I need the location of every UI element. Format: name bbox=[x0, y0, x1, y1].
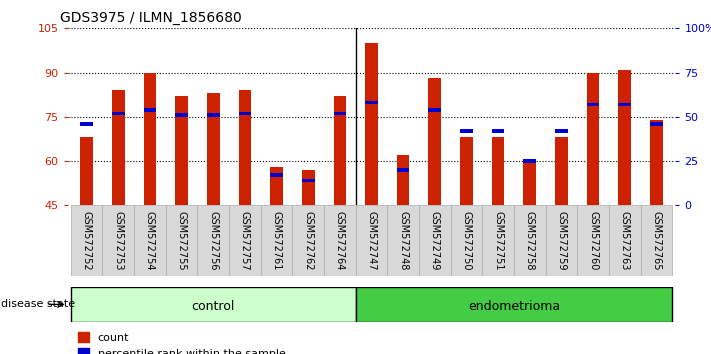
Bar bbox=[650, 120, 663, 205]
Text: GSM572751: GSM572751 bbox=[493, 211, 503, 270]
Bar bbox=[144, 108, 156, 112]
Bar bbox=[419, 205, 451, 276]
Bar bbox=[207, 113, 220, 117]
Bar bbox=[397, 168, 410, 172]
Bar bbox=[112, 90, 124, 205]
Bar bbox=[134, 205, 166, 276]
Bar bbox=[451, 205, 482, 276]
Bar bbox=[482, 205, 514, 276]
Bar bbox=[365, 43, 378, 205]
Bar bbox=[429, 79, 441, 205]
Text: GSM572763: GSM572763 bbox=[620, 211, 630, 270]
Bar bbox=[207, 93, 220, 205]
Bar bbox=[429, 108, 441, 112]
Bar bbox=[324, 205, 356, 276]
Bar bbox=[302, 179, 314, 182]
Bar bbox=[545, 205, 577, 276]
Text: GSM572755: GSM572755 bbox=[176, 211, 186, 270]
Text: GDS3975 / ILMN_1856680: GDS3975 / ILMN_1856680 bbox=[60, 11, 242, 25]
Bar bbox=[619, 70, 631, 205]
Bar bbox=[270, 167, 283, 205]
Text: GSM572757: GSM572757 bbox=[240, 211, 250, 270]
Bar bbox=[587, 73, 599, 205]
Bar bbox=[144, 73, 156, 205]
Bar bbox=[356, 287, 673, 322]
Bar bbox=[292, 205, 324, 276]
Bar bbox=[70, 287, 356, 322]
Bar bbox=[112, 112, 124, 115]
Text: GSM572749: GSM572749 bbox=[430, 211, 440, 270]
Bar bbox=[577, 205, 609, 276]
Bar bbox=[555, 129, 568, 133]
Bar bbox=[587, 103, 599, 106]
Text: GSM572747: GSM572747 bbox=[366, 211, 377, 270]
Text: GSM572756: GSM572756 bbox=[208, 211, 218, 270]
Text: GSM572761: GSM572761 bbox=[272, 211, 282, 270]
Text: disease state: disease state bbox=[1, 299, 75, 309]
Text: GSM572752: GSM572752 bbox=[82, 211, 92, 270]
Bar bbox=[460, 129, 473, 133]
Bar bbox=[333, 112, 346, 115]
Bar bbox=[102, 205, 134, 276]
Bar bbox=[238, 90, 251, 205]
Bar bbox=[619, 103, 631, 106]
Text: GSM572753: GSM572753 bbox=[113, 211, 123, 270]
Bar bbox=[238, 112, 251, 115]
Bar bbox=[70, 205, 102, 276]
Bar bbox=[333, 96, 346, 205]
Bar bbox=[166, 205, 198, 276]
Bar bbox=[492, 137, 505, 205]
Bar bbox=[523, 159, 536, 163]
Bar bbox=[555, 137, 568, 205]
Bar bbox=[609, 205, 641, 276]
Bar bbox=[175, 96, 188, 205]
Bar bbox=[80, 137, 93, 205]
Text: GSM572759: GSM572759 bbox=[557, 211, 567, 270]
Text: GSM572762: GSM572762 bbox=[303, 211, 313, 270]
Bar bbox=[397, 155, 410, 205]
Text: GSM572750: GSM572750 bbox=[461, 211, 471, 270]
Text: GSM572754: GSM572754 bbox=[145, 211, 155, 270]
Bar bbox=[365, 101, 378, 104]
Bar bbox=[80, 122, 93, 126]
Bar bbox=[514, 205, 545, 276]
Text: GSM572765: GSM572765 bbox=[651, 211, 661, 270]
Bar bbox=[270, 173, 283, 177]
Text: GSM572764: GSM572764 bbox=[335, 211, 345, 270]
Bar bbox=[492, 129, 505, 133]
Bar bbox=[460, 137, 473, 205]
Bar bbox=[523, 161, 536, 205]
Bar bbox=[387, 205, 419, 276]
Text: endometrioma: endometrioma bbox=[468, 300, 560, 313]
Bar bbox=[302, 170, 314, 205]
Bar bbox=[356, 205, 387, 276]
Bar bbox=[261, 205, 292, 276]
Text: GSM572748: GSM572748 bbox=[398, 211, 408, 270]
Text: GSM572760: GSM572760 bbox=[588, 211, 598, 270]
Bar bbox=[641, 205, 673, 276]
Text: GSM572758: GSM572758 bbox=[525, 211, 535, 270]
Text: control: control bbox=[191, 300, 235, 313]
Bar bbox=[198, 205, 229, 276]
Bar bbox=[229, 205, 261, 276]
Legend: count, percentile rank within the sample: count, percentile rank within the sample bbox=[73, 328, 290, 354]
Bar bbox=[650, 122, 663, 126]
Bar bbox=[175, 113, 188, 117]
